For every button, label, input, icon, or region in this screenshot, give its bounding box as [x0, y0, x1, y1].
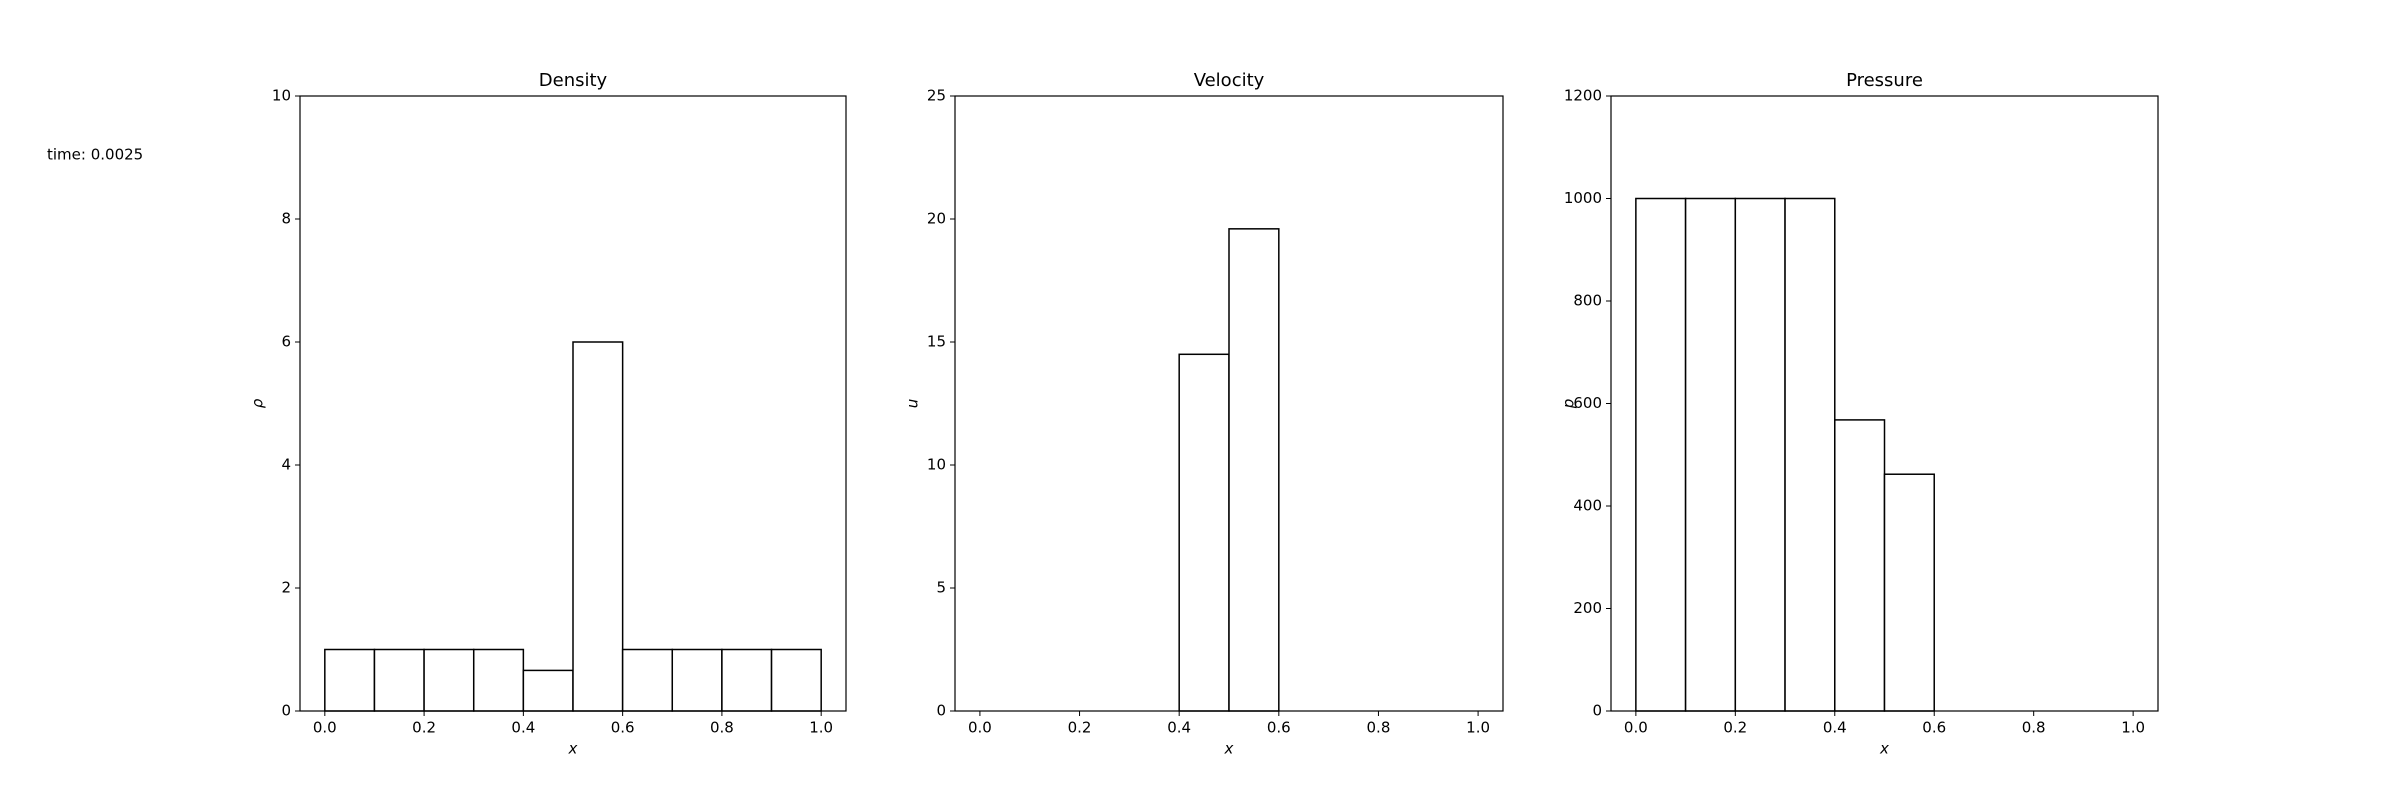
y-tick-label: 20: [927, 210, 946, 228]
bar: [721, 648, 773, 712]
bar: [522, 669, 574, 712]
time-annotation: time: 0.0025: [47, 146, 143, 164]
y-tick-label: 0: [1592, 702, 1602, 720]
y-tick-label: 0: [936, 702, 946, 720]
y-axis-label: ρ: [249, 398, 267, 408]
y-tick-label: 4: [281, 456, 291, 474]
bar: [373, 648, 425, 712]
axes-frame: [299, 95, 847, 712]
y-tick-label: 800: [1573, 292, 1602, 310]
bar: [1834, 419, 1886, 712]
x-tick-label: 0.2: [1723, 719, 1747, 737]
bar: [671, 648, 723, 712]
y-tick-label: 10: [927, 456, 946, 474]
bar: [1178, 353, 1230, 712]
chart-title: Velocity: [1194, 70, 1265, 91]
x-tick-label: 0.2: [412, 719, 436, 737]
x-tick-label: 0.6: [611, 719, 635, 737]
x-axis-label: x: [1224, 740, 1234, 758]
bar: [1684, 197, 1737, 712]
axes-frame: [954, 95, 1504, 712]
y-tick-label: 25: [927, 87, 946, 105]
bar: [621, 648, 674, 712]
y-tick-label: 2: [281, 579, 291, 597]
y-axis-label: u: [904, 399, 922, 409]
x-tick-label: 0.2: [1068, 719, 1092, 737]
chart-title: Density: [539, 70, 608, 91]
y-tick-label: 10: [272, 87, 291, 105]
x-tick-label: 0.4: [1167, 719, 1191, 737]
y-tick-label: 1000: [1564, 189, 1602, 207]
y-tick-label: 1200: [1564, 87, 1602, 105]
x-tick-label: 0.6: [1922, 719, 1946, 737]
bar: [423, 648, 475, 712]
y-tick-label: 400: [1573, 497, 1602, 515]
x-tick-label: 1.0: [2121, 719, 2145, 737]
x-tick-label: 1.0: [1466, 719, 1490, 737]
bar: [472, 648, 525, 712]
bar: [1883, 473, 1935, 712]
x-tick-label: 0.6: [1267, 719, 1291, 737]
x-tick-label: 0.0: [968, 719, 992, 737]
x-tick-label: 0.8: [1367, 719, 1391, 737]
y-tick-label: 5: [936, 579, 946, 597]
bar: [1228, 228, 1280, 712]
y-tick-label: 600: [1573, 394, 1602, 412]
x-tick-label: 0.4: [1823, 719, 1847, 737]
x-tick-label: 1.0: [809, 719, 833, 737]
bar: [572, 341, 624, 712]
x-axis-label: x: [1879, 740, 1889, 758]
bar: [324, 648, 376, 712]
y-tick-label: 15: [927, 333, 946, 351]
bar: [770, 648, 822, 712]
y-tick-label: 0: [281, 702, 291, 720]
y-tick-label: 200: [1573, 599, 1602, 617]
x-tick-label: 0.8: [2022, 719, 2046, 737]
y-tick-label: 6: [281, 333, 291, 351]
chart-title: Pressure: [1846, 70, 1923, 91]
bar: [1635, 197, 1687, 712]
y-axis-label: p: [1560, 399, 1578, 410]
bar: [1734, 197, 1786, 712]
x-axis-label: x: [568, 740, 578, 758]
x-tick-label: 0.8: [710, 719, 734, 737]
x-tick-label: 0.4: [511, 719, 535, 737]
x-tick-label: 0.0: [313, 719, 337, 737]
bar: [1784, 197, 1836, 712]
y-tick-label: 8: [281, 210, 291, 228]
x-tick-label: 0.0: [1624, 719, 1648, 737]
